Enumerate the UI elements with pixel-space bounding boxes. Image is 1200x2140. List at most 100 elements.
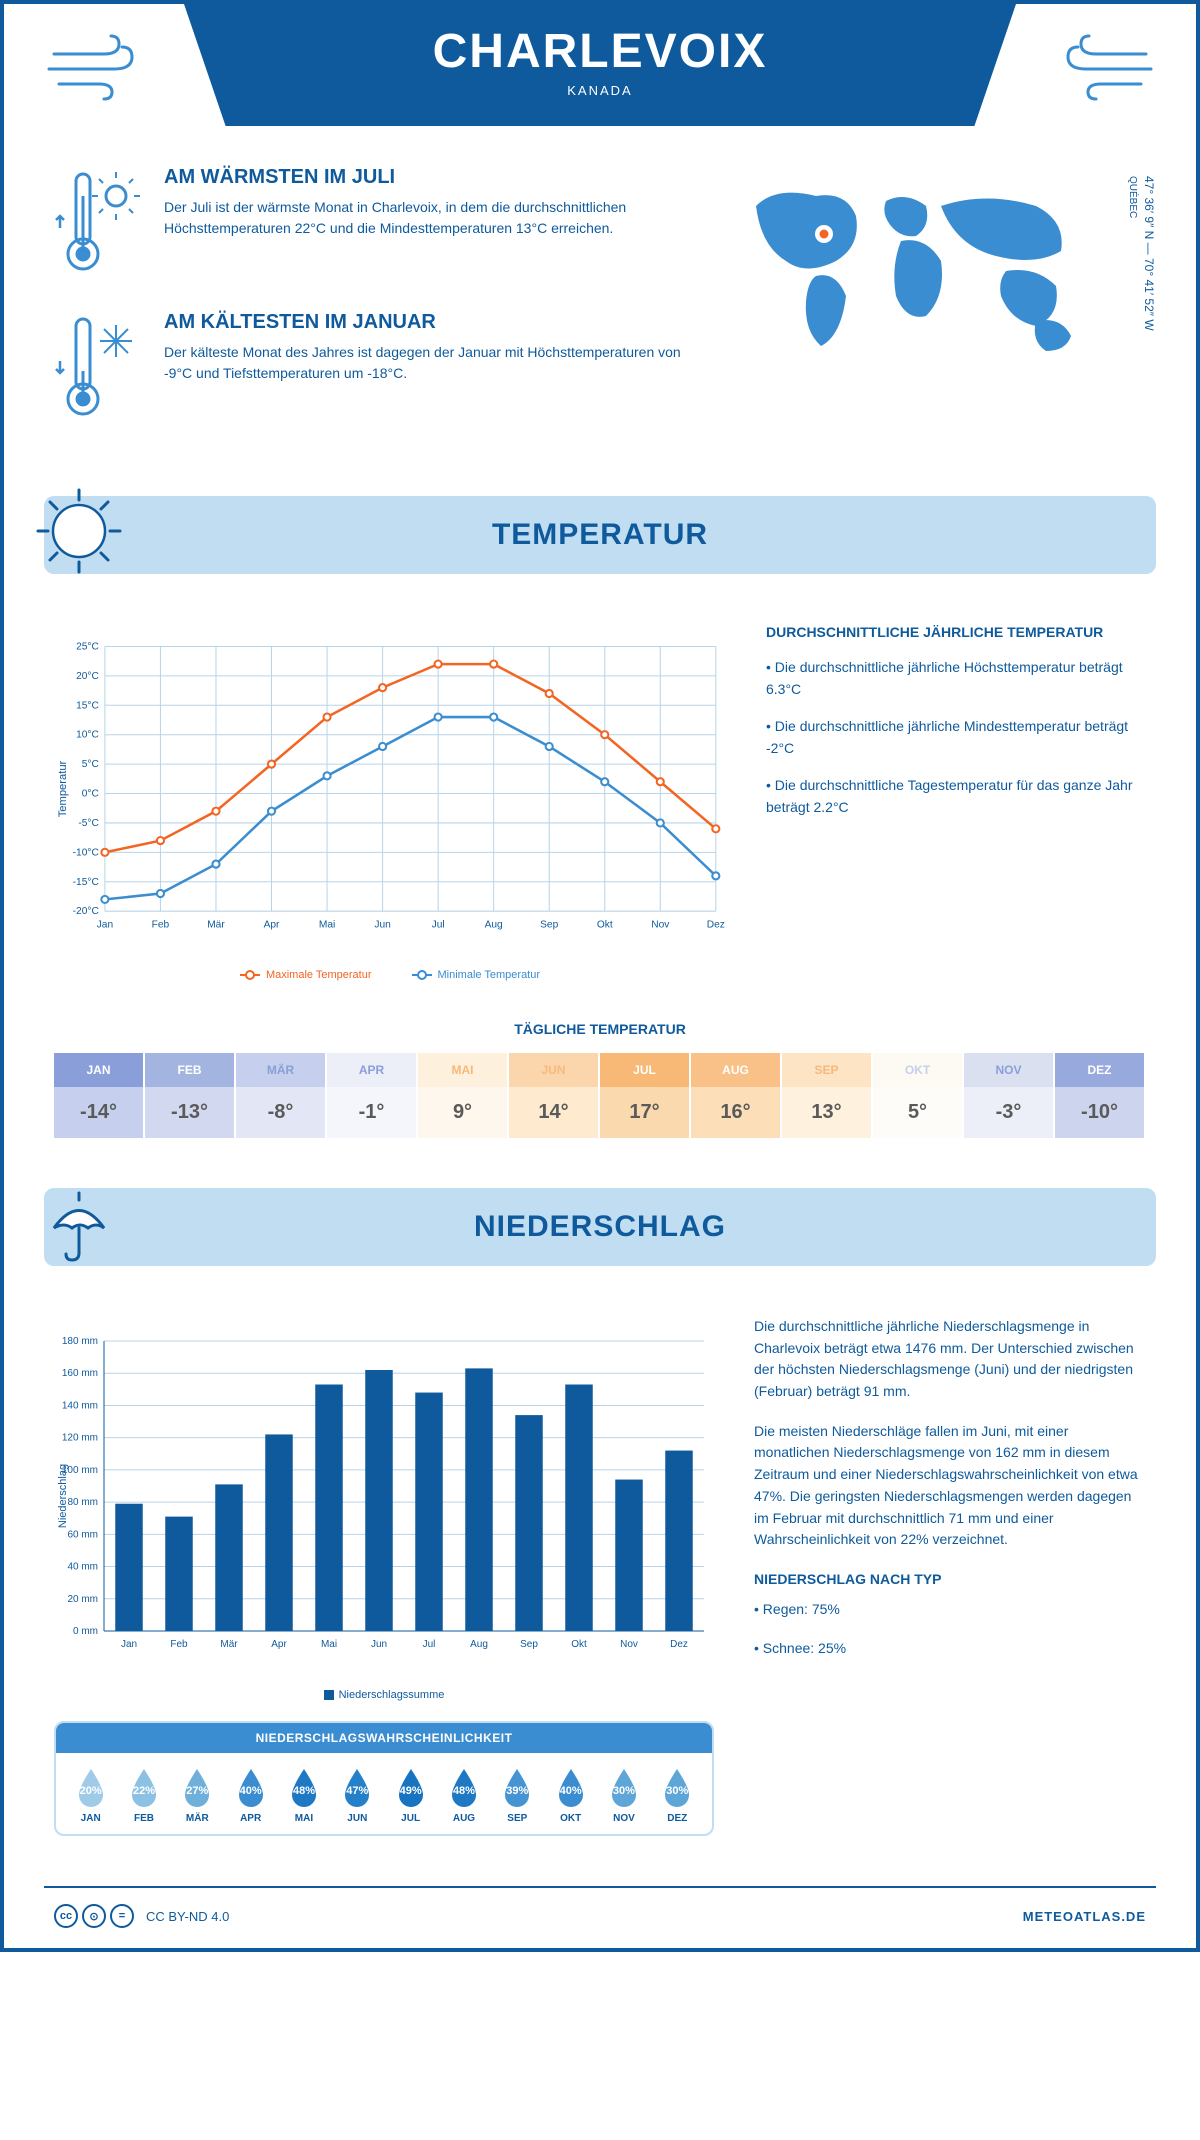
svg-text:Aug: Aug [470, 1639, 488, 1650]
svg-text:Okt: Okt [571, 1639, 587, 1650]
temperature-banner: TEMPERATUR [44, 496, 1156, 574]
temp-info-bullet: • Die durchschnittliche Tagestemperatur … [766, 774, 1146, 819]
svg-text:40 mm: 40 mm [67, 1562, 98, 1573]
precip-type-bullet: • Schnee: 25% [754, 1638, 1146, 1660]
probability-cell: 49%JUL [384, 1767, 437, 1824]
bar-chart-legend: Niederschlagssumme [54, 1689, 714, 1701]
sun-icon [34, 486, 124, 576]
legend-min: Minimale Temperatur [438, 969, 541, 981]
svg-text:Okt: Okt [597, 919, 613, 930]
svg-text:Jan: Jan [121, 1639, 137, 1650]
wind-icon [44, 34, 144, 118]
thermometer-sun-icon [54, 166, 144, 281]
temp-cell: APR-1° [327, 1053, 418, 1138]
license-text: CC BY-ND 4.0 [146, 1909, 229, 1924]
by-icon: ⊙ [82, 1904, 106, 1928]
precip-para-1: Die durchschnittliche jährliche Niedersc… [754, 1316, 1146, 1403]
svg-text:Jun: Jun [371, 1639, 387, 1650]
probability-cell: 27%MÄR [171, 1767, 224, 1824]
svg-text:-10°C: -10°C [73, 847, 99, 858]
svg-text:Dez: Dez [670, 1639, 688, 1650]
precip-para-2: Die meisten Niederschläge fallen im Juni… [754, 1421, 1146, 1551]
svg-text:-5°C: -5°C [78, 818, 98, 829]
svg-text:-15°C: -15°C [73, 877, 99, 888]
coldest-fact: AM KÄLTESTEN IM JANUAR Der kälteste Mona… [54, 311, 696, 426]
probability-cell: 39%SEP [491, 1767, 544, 1824]
svg-text:Mai: Mai [321, 1639, 337, 1650]
svg-text:160 mm: 160 mm [62, 1368, 98, 1379]
svg-text:Sep: Sep [520, 1639, 538, 1650]
coordinates-label: 47° 36′ 9″ N — 70° 41′ 52″ W [1142, 176, 1156, 331]
temperature-heading: TEMPERATUR [44, 518, 1156, 552]
probability-cell: 48%AUG [437, 1767, 490, 1824]
probability-cell: 30%NOV [597, 1767, 650, 1824]
daily-temp-table: JAN-14°FEB-13°MÄR-8°APR-1°MAI9°JUN14°JUL… [54, 1053, 1146, 1138]
warmest-heading: AM WÄRMSTEN IM JULI [164, 166, 696, 189]
precipitation-bar-chart: 0 mm20 mm40 mm60 mm80 mm100 mm120 mm140 … [54, 1316, 714, 1676]
svg-text:140 mm: 140 mm [62, 1400, 98, 1411]
world-map: QUÉBEC 47° 36′ 9″ N — 70° 41′ 52″ W [726, 166, 1146, 456]
svg-text:60 mm: 60 mm [67, 1529, 98, 1540]
umbrella-icon [34, 1178, 124, 1268]
temp-info-heading: DURCHSCHNITTLICHE JÄHRLICHE TEMPERATUR [766, 624, 1146, 640]
svg-text:Jun: Jun [374, 919, 390, 930]
legend-max: Maximale Temperatur [266, 969, 372, 981]
svg-text:Mär: Mär [220, 1639, 238, 1650]
probability-cell: 22%FEB [117, 1767, 170, 1824]
temp-cell: JUN14° [509, 1053, 600, 1138]
svg-text:180 mm: 180 mm [62, 1336, 98, 1347]
daily-temp-heading: TÄGLICHE TEMPERATUR [54, 1021, 1146, 1037]
svg-text:Apr: Apr [264, 919, 280, 930]
probability-cell: 40%APR [224, 1767, 277, 1824]
svg-text:Jan: Jan [97, 919, 113, 930]
svg-text:Aug: Aug [485, 919, 503, 930]
svg-text:Jul: Jul [423, 1639, 436, 1650]
temp-cell: JAN-14° [54, 1053, 145, 1138]
probability-cell: 47%JUN [331, 1767, 384, 1824]
cc-icon: cc [54, 1904, 78, 1928]
svg-text:Feb: Feb [152, 919, 170, 930]
thermometer-snow-icon [54, 311, 144, 426]
temp-cell: MÄR-8° [236, 1053, 327, 1138]
svg-text:20°C: 20°C [76, 671, 99, 682]
temp-cell: DEZ-10° [1055, 1053, 1146, 1138]
probability-cell: 30%DEZ [651, 1767, 704, 1824]
temp-cell: MAI9° [418, 1053, 509, 1138]
coldest-text: Der kälteste Monat des Jahres ist dagege… [164, 342, 696, 384]
coldest-heading: AM KÄLTESTEN IM JANUAR [164, 311, 696, 334]
precipitation-banner: NIEDERSCHLAG [44, 1188, 1156, 1266]
license-badges: cc ⊙ = CC BY-ND 4.0 [54, 1904, 229, 1928]
svg-text:Mär: Mär [207, 919, 225, 930]
temp-cell: AUG16° [691, 1053, 782, 1138]
warmest-text: Der Juli ist der wärmste Monat in Charle… [164, 197, 696, 239]
region-label: QUÉBEC [1127, 176, 1138, 218]
nd-icon: = [110, 1904, 134, 1928]
probability-heading: NIEDERSCHLAGSWAHRSCHEINLICHKEIT [56, 1723, 712, 1753]
svg-text:120 mm: 120 mm [62, 1433, 98, 1444]
svg-text:Dez: Dez [707, 919, 725, 930]
temp-cell: JUL17° [600, 1053, 691, 1138]
line-chart-legend: Maximale Temperatur Minimale Temperatur [54, 969, 726, 981]
svg-text:0°C: 0°C [82, 789, 99, 800]
probability-cell: 40%OKT [544, 1767, 597, 1824]
svg-text:20 mm: 20 mm [67, 1594, 98, 1605]
svg-text:Temperatur: Temperatur [57, 760, 69, 817]
svg-text:Nov: Nov [651, 919, 670, 930]
warmest-fact: AM WÄRMSTEN IM JULI Der Juli ist der wär… [54, 166, 696, 281]
svg-text:Feb: Feb [170, 1639, 188, 1650]
site-name: METEOATLAS.DE [1023, 1909, 1146, 1924]
probability-cell: 48%MAI [277, 1767, 330, 1824]
country-subtitle: KANADA [184, 83, 1016, 98]
svg-text:5°C: 5°C [82, 759, 99, 770]
svg-text:Apr: Apr [271, 1639, 287, 1650]
footer: cc ⊙ = CC BY-ND 4.0 METEOATLAS.DE [44, 1886, 1156, 1948]
svg-text:Sep: Sep [540, 919, 558, 930]
svg-text:10°C: 10°C [76, 730, 99, 741]
svg-text:Mai: Mai [319, 919, 335, 930]
wind-icon [1056, 34, 1156, 118]
temp-info-bullet: • Die durchschnittliche jährliche Mindes… [766, 715, 1146, 760]
temperature-line-chart: -20°C-15°C-10°C-5°C0°C5°C10°C15°C20°C25°… [54, 624, 726, 954]
svg-text:Niederschlag: Niederschlag [57, 1464, 69, 1528]
svg-text:Jul: Jul [432, 919, 445, 930]
location-title: CHARLEVOIX [184, 24, 1016, 79]
